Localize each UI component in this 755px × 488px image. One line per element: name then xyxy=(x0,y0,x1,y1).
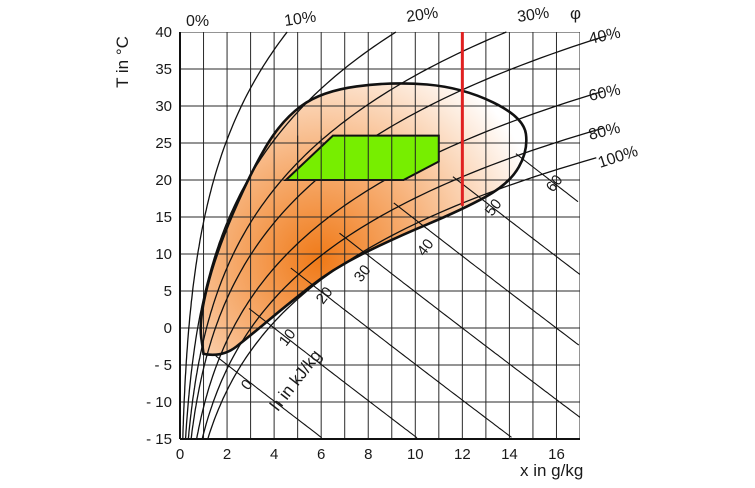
enthalpy-line-40 xyxy=(393,202,580,346)
y-tick-label--5: - 5 xyxy=(154,357,172,374)
enthalpy-line-50 xyxy=(452,176,580,275)
h-label-0: 0 xyxy=(238,376,257,393)
rh-curve-80 xyxy=(201,127,604,440)
h-axis-title: h in kJ/kg xyxy=(266,346,325,414)
y-tick-label-25: 25 xyxy=(155,135,172,152)
enthalpy-line-0 xyxy=(215,355,323,439)
y-tick-label--10: - 10 xyxy=(146,394,172,411)
x-tick-label-14: 14 xyxy=(501,446,518,463)
x-tick-label-0: 0 xyxy=(176,446,184,463)
h-label-30: 30 xyxy=(351,262,375,286)
y-tick-label-35: 35 xyxy=(155,61,172,78)
h-label-20: 20 xyxy=(313,284,337,308)
y-tick-label-0: 0 xyxy=(164,320,172,337)
y-tick-label-20: 20 xyxy=(155,172,172,189)
y-tick-label--15: - 15 xyxy=(146,431,172,448)
enthalpy-line-20 xyxy=(290,267,512,438)
h-label-60: 60 xyxy=(543,172,567,196)
x-tick-label-16: 16 xyxy=(548,446,565,463)
rh-right-label-1: 60% xyxy=(587,82,622,105)
y-axis-title: T in °C xyxy=(113,36,132,88)
rh-right-label-3: 100% xyxy=(596,143,640,172)
fill-layer xyxy=(200,83,527,355)
rh-top-label-1: 10% xyxy=(283,9,317,30)
rh-curve-100 xyxy=(207,157,597,440)
envelope-outline xyxy=(199,82,528,357)
rh-top-label-0: 0% xyxy=(186,13,209,30)
rh-top-label-2: 20% xyxy=(405,5,439,26)
x-tick-label-2: 2 xyxy=(223,446,231,463)
x-axis-title: x in g/kg xyxy=(520,461,583,480)
curves-layer xyxy=(179,31,607,440)
x-tick-label-6: 6 xyxy=(317,446,325,463)
rh-curve-30 xyxy=(187,31,507,440)
comfort-zone-grid xyxy=(285,135,440,181)
rh-curve-40 xyxy=(190,35,607,440)
rh-right-label-2: 80% xyxy=(587,120,622,144)
phi-symbol: φ xyxy=(570,4,581,23)
envelope-fill xyxy=(200,83,527,355)
enthalpy-line-60 xyxy=(515,153,579,203)
y-tick-label-30: 30 xyxy=(155,98,172,115)
enthalpy-line-10 xyxy=(248,308,418,439)
x-tick-label-12: 12 xyxy=(454,446,471,463)
rh-curve-60 xyxy=(195,90,604,440)
h-label-50: 50 xyxy=(482,196,506,220)
rh-right-label-0: 40% xyxy=(587,25,622,48)
x-tick-label-8: 8 xyxy=(364,446,372,463)
h-label-40: 40 xyxy=(414,236,438,260)
x-tick-label-10: 10 xyxy=(407,446,424,463)
x-tick-label-4: 4 xyxy=(270,446,278,463)
y-tick-label-40: 40 xyxy=(155,24,172,41)
marks-layer xyxy=(199,32,528,357)
enthalpy-line-30 xyxy=(339,232,580,418)
rh-top-label-3: 30% xyxy=(516,5,550,26)
y-tick-label-15: 15 xyxy=(155,209,172,226)
y-tick-label-5: 5 xyxy=(164,283,172,300)
y-tick-label-10: 10 xyxy=(155,246,172,263)
h-label-10: 10 xyxy=(276,326,300,350)
rh-curve-10 xyxy=(182,31,288,440)
